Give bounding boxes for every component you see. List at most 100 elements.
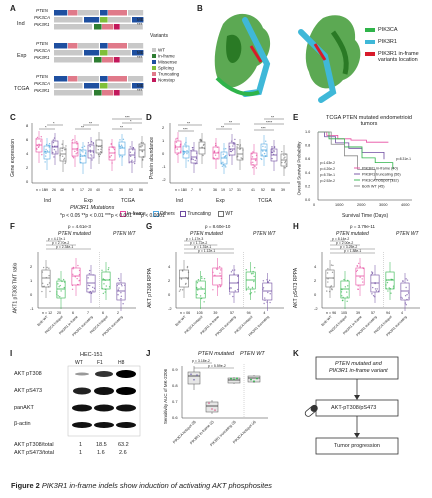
panel-g-box-2-box [212,267,223,286]
panel-c-box-9-point [119,139,121,141]
panel-d-box-10-point [271,157,273,160]
panel-h-box-5-point [406,279,409,281]
legend-swatch-pik3r1 [365,40,375,44]
panel-g-box-4-point [245,269,247,271]
panel-h-box-5-point [402,280,404,282]
panel-f-box-5-point [124,284,126,286]
panel-d-box-6-point [230,150,233,153]
panel-h-box-1-point [342,296,344,299]
flow-arrowhead-1 [354,395,360,400]
panel-g-box-5-point [269,301,271,304]
panel-c-box-2-point [52,139,55,141]
flow-text-2: PIK3R1 in-frame variant [329,368,388,374]
panel-f-box-0-point [48,282,51,284]
panel-h-box-0-point [329,286,332,288]
panel-c-box-5-point [81,155,84,157]
panel-d-box-6-point [229,148,232,151]
y-tick-label: 2 [26,165,29,170]
panel-d-count-label: 19 [221,188,225,192]
panel-c-box-1-point [45,143,48,146]
panel-c-box-0-box [35,138,43,153]
panel-c-box-2-point [53,156,55,158]
panel-d-box-5-point [225,166,227,168]
panel-d-sig-label: **** [266,120,273,125]
panel-g-pvalue-label: p = 1.31e-1 [194,245,211,249]
panel-c-box-10-point [130,161,133,163]
panel-d-box-6-point [233,141,235,144]
panel-j-header-left: PTEN mutated [198,351,235,357]
ratio-pt308-f1: 18.5 [96,442,107,448]
panel-d-box-4-point [216,146,219,148]
y-tick-label: 1.0 [305,130,310,134]
panel-h-box-2-point [355,270,358,273]
panel-f-box-4-point [108,267,110,269]
panel-g-box-2-point [216,268,219,270]
survival-pvalue: p=4.20e-2 [320,167,335,171]
panel-d-box-7-point [241,158,243,160]
panel-d-box-2-point [194,162,197,165]
panel-h-box-1-point [346,300,348,303]
panel-d-box-6-point [233,143,236,145]
panel-f-box-4-point [108,278,111,281]
panel-j-ylabel: Sensitivity AUC of MK-2206 [163,368,169,425]
panel-d-box-8-point [254,159,257,162]
oncoprint-cell-g1-r0-4 [108,43,127,49]
panel-c-box-3-point [63,158,65,161]
panel-d-box-3-point [202,144,205,146]
panel-h-box-1-point [340,288,342,290]
ratio-ps473-f1: 1.6 [97,450,105,456]
panel-d-box-9-point [261,154,263,156]
panel-d-box-11-point [284,167,287,169]
panel-c-count-label: 41 [109,188,113,192]
panel-d-box-9-point [265,140,267,142]
panel-h-box-5-box [400,282,410,301]
oncoprint-cell-g1-r2-1 [94,57,102,63]
panel-g-box-4-point [250,273,253,275]
panel-c-sig-label: ** [89,121,93,126]
panel-d-box-7-point [239,144,242,146]
legend-inframe-location: PIK3R1 in-frame variants location [378,51,419,63]
panel-h-header-left: PTEN mutated [336,231,369,237]
me-label-3: ME [137,83,144,88]
panel-g-box-3-point [233,273,235,275]
panel-c-box-1-point [47,144,50,146]
panel-h-count-label: 4 [401,311,403,315]
panel-c-box-6-point [91,155,93,157]
panel-c-box-9-point [122,138,125,141]
panel-g-count-label: 39 [213,311,217,315]
y-tick-label: 4 [168,264,171,269]
x-tick-label: 2000 [357,203,365,207]
panel-c-box-2-point [55,152,57,154]
oncoprint-cell-g1-r1-4 [132,50,144,56]
panel-f-box-5-point [120,283,123,286]
panel-c-box-6-point [89,149,91,151]
panel-c-box-4-point [72,157,75,159]
panel-f-box-1-point [58,278,61,280]
panel-f-box-3-box [86,274,96,293]
panel-f-ylabel: AKT1 pT308 TMT ratio [12,262,19,314]
panel-d-box-2-point [190,149,192,152]
panel-f-box-1-point [60,290,62,292]
oncoprint-cell-g0-r2-2 [102,24,114,30]
panel-c-box-4-point [76,141,78,143]
panel-c-box-3-point [63,149,66,151]
panel-g-pvalue-label: p = 1.72e-2 [190,241,207,245]
panel-h-pvalue-label: p = 2.00e-2 [336,241,353,245]
oncoprint-cell-g1-r2-4 [120,57,143,63]
me-stars-1: *** [137,22,143,27]
panel-h-box-1-point [344,286,347,288]
panel-d-box-1-point [183,152,185,155]
panel-d-group-exp: Exp [216,198,225,204]
panel-f-box-0-point [45,277,47,279]
panel-h-pvalue-label: p = 8.14e-2 [332,237,349,241]
panel-d-box-2-point [192,149,194,151]
panel-c-box-11-box [138,143,146,158]
panel-f-box-0-point [43,285,45,287]
panel-h-box-5-point [405,304,407,306]
panel-f-box-5-point [117,294,119,296]
panel-h-box-0-point [331,271,334,274]
panel-f-box-1-point [61,280,63,283]
panel-c-box-3-point [59,154,61,157]
panel-d-box-1-point [186,150,188,152]
panel-d-box-2-point [192,158,194,161]
